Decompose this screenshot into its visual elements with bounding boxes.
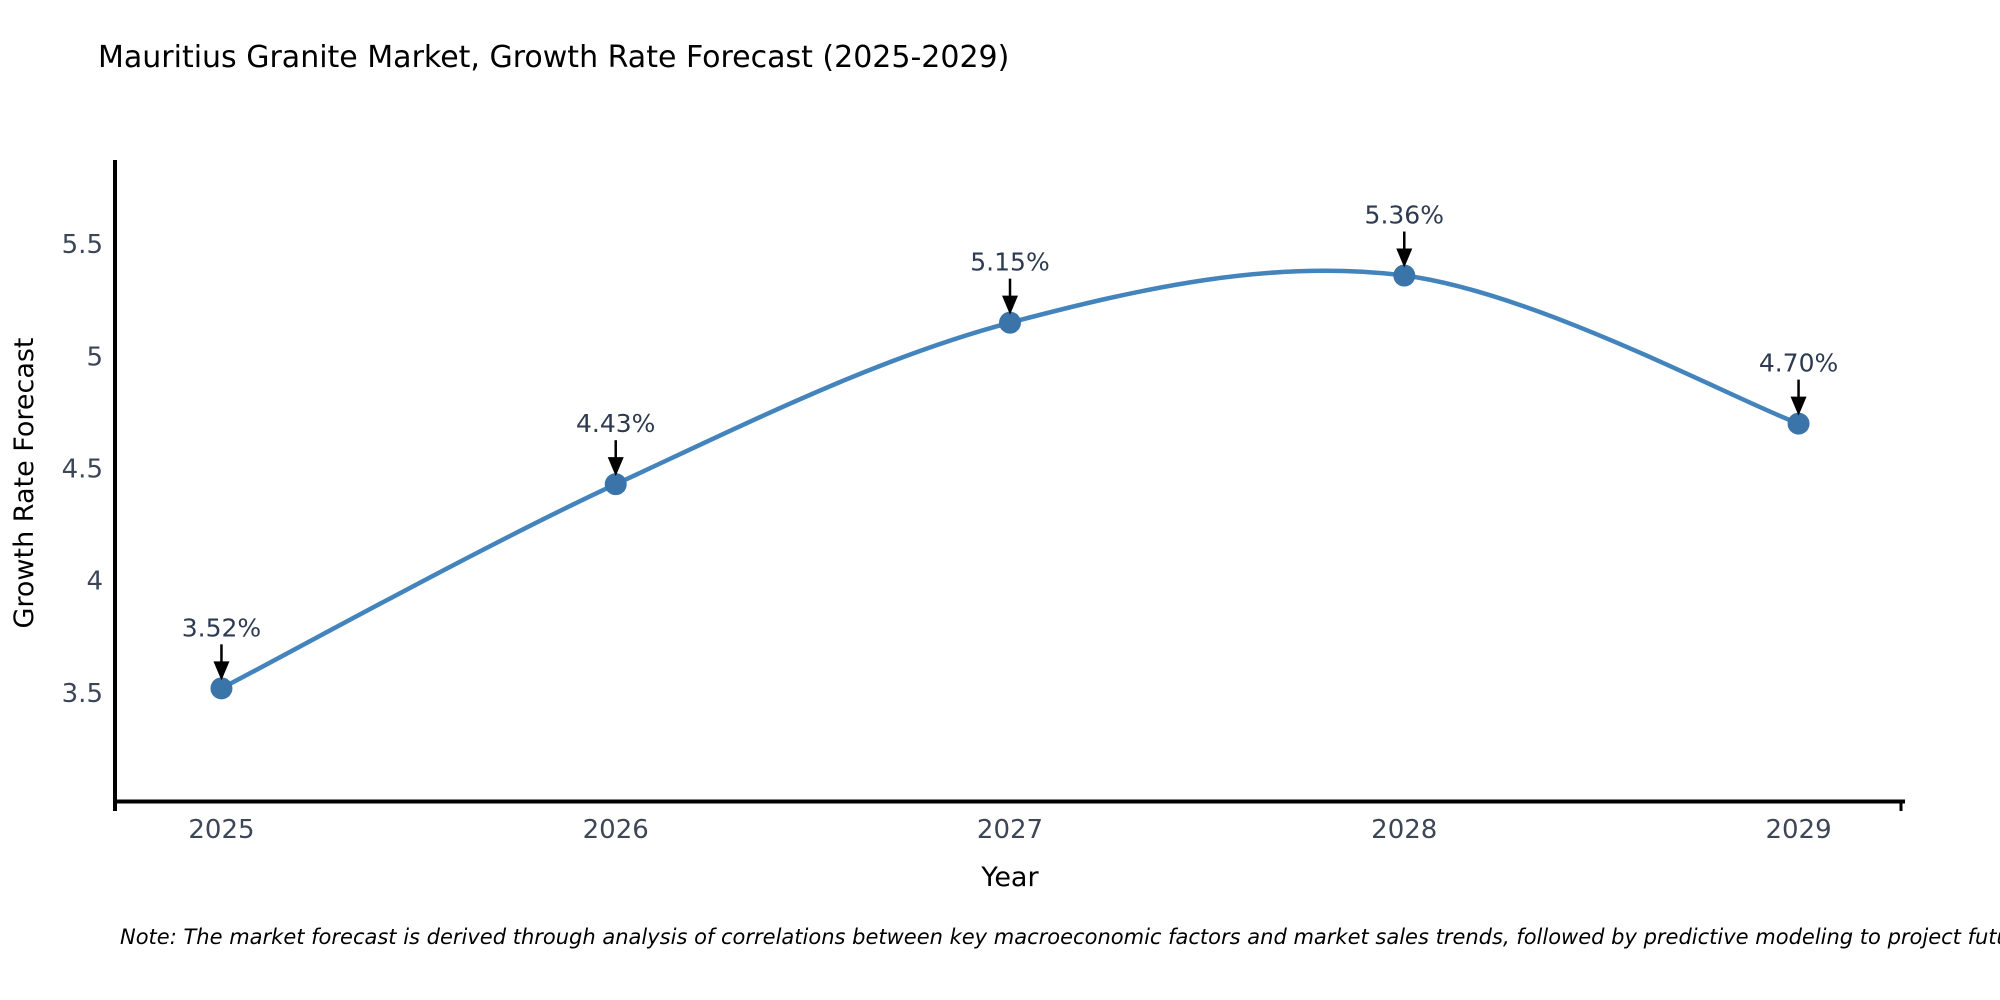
data-point-marker-2026 (604, 473, 627, 496)
y-tick-label-5.5: 5.5 (62, 230, 103, 260)
footnote: Note: The market forecast is derived thr… (120, 925, 2000, 949)
axis-spines (113, 160, 1905, 811)
annotation-label: 4.70% (1759, 349, 1838, 378)
annotation-2027: 5.15% (970, 248, 1050, 315)
y-axis-title: Growth Rate Forecast (9, 337, 40, 628)
x-tick-label-2027: 2027 (977, 815, 1043, 845)
annotation-2026: 4.43% (576, 409, 655, 477)
data-point-marker-2028 (1393, 264, 1416, 287)
x-tick-label-2028: 2028 (1371, 815, 1437, 845)
annotation-2029: 4.70% (1759, 349, 1838, 416)
chart-title: Mauritius Granite Market, Growth Rate Fo… (98, 40, 1009, 75)
x-axis-tick-labels: 2025 2026 2027 2028 2029 (188, 815, 1831, 845)
data-point-marker-2027 (999, 311, 1021, 334)
annotation-arrowhead (213, 661, 230, 681)
annotation-arrowhead (607, 457, 624, 477)
annotation-arrowhead (1790, 396, 1807, 416)
annotation-2028: 5.36% (1365, 201, 1444, 268)
annotation-label: 4.43% (576, 409, 655, 438)
x-tick-label-2026: 2026 (583, 815, 649, 845)
x-tick-label-2029: 2029 (1765, 815, 1831, 845)
y-tick-label-3.5: 3.5 (62, 679, 103, 709)
data-point-markers (210, 264, 1810, 700)
annotation-arrowhead (1396, 248, 1413, 268)
annotation-arrowhead (1002, 295, 1018, 315)
annotation-label: 5.36% (1365, 201, 1444, 230)
y-tick-label-4.5: 4.5 (62, 454, 103, 484)
x-tick-label-2025: 2025 (188, 815, 254, 845)
y-axis-tick-labels: 3.5 4 4.5 5 5.5 (62, 230, 103, 709)
y-tick-label-5: 5 (86, 342, 103, 372)
annotation-label: 5.15% (970, 248, 1049, 277)
data-point-marker-2025 (210, 677, 233, 700)
point-annotations: 3.52% 4.43% 5.15% 5.36% 4.70% (182, 201, 1838, 681)
annotation-label: 3.52% (182, 613, 261, 642)
y-tick-label-4: 4 (86, 567, 103, 597)
annotation-2025: 3.52% (182, 613, 261, 681)
data-point-marker-2029 (1787, 412, 1810, 435)
x-axis-title: Year (980, 862, 1039, 893)
